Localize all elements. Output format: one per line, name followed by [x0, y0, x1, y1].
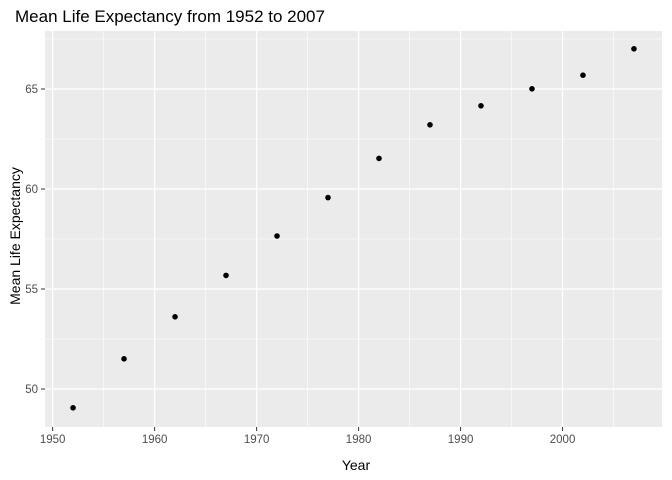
data-point — [325, 194, 331, 201]
x-tick-label: 1960 — [142, 434, 168, 446]
data-point — [529, 86, 535, 92]
data-point — [478, 103, 484, 109]
y-axis: 50 55 60 65 — [25, 84, 45, 396]
data-point — [223, 272, 229, 279]
data-point — [70, 405, 76, 411]
data-point — [274, 233, 280, 239]
minor-gridlines — [45, 31, 662, 427]
major-gridlines — [45, 31, 662, 427]
data-point — [580, 72, 586, 78]
y-tick-label: 55 — [25, 284, 38, 296]
x-tick-label: 1970 — [244, 434, 270, 446]
data-points — [70, 46, 637, 411]
x-axis: 1950 1960 1970 1980 1990 2000 — [40, 427, 576, 446]
data-point — [121, 356, 127, 362]
data-point — [172, 314, 178, 320]
data-point — [631, 46, 637, 52]
y-tick-label: 60 — [25, 184, 38, 196]
data-point — [376, 155, 382, 162]
y-axis-label: Mean Life Expectancy — [7, 167, 23, 305]
y-tick-label: 65 — [25, 84, 38, 96]
chart-title: Mean Life Expectancy from 1952 to 2007 — [15, 7, 325, 26]
x-axis-label: Year — [342, 457, 371, 473]
y-tick-label: 50 — [25, 384, 38, 396]
data-point — [427, 122, 433, 128]
x-tick-label: 2000 — [550, 434, 576, 446]
x-tick-label: 1980 — [346, 434, 372, 446]
x-tick-label: 1950 — [40, 434, 66, 446]
x-tick-label: 1990 — [448, 434, 474, 446]
plot-panel — [45, 31, 662, 427]
